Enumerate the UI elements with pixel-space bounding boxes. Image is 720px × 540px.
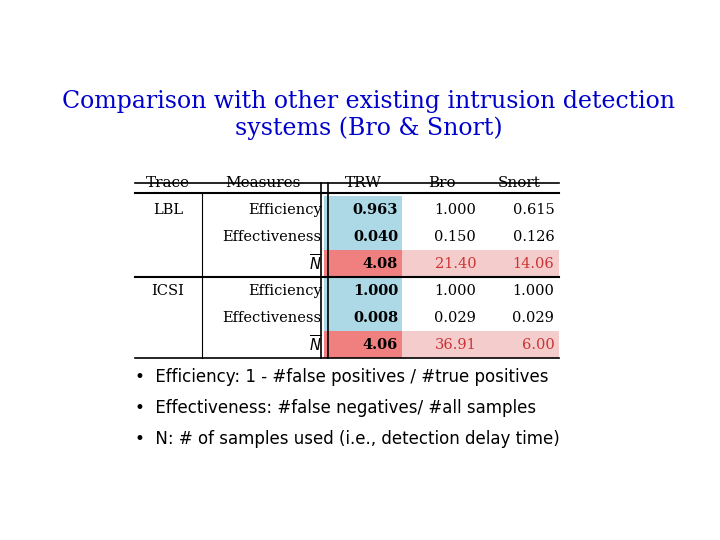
Text: 0.963: 0.963 — [353, 202, 398, 217]
Text: 14.06: 14.06 — [513, 256, 554, 271]
FancyBboxPatch shape — [324, 250, 402, 277]
Text: 4.08: 4.08 — [363, 256, 398, 271]
Text: Bro: Bro — [428, 176, 455, 190]
Text: 0.126: 0.126 — [513, 230, 554, 244]
Text: •  Efficiency: 1 - #false positives / #true positives: • Efficiency: 1 - #false positives / #tr… — [135, 368, 548, 386]
FancyBboxPatch shape — [324, 196, 402, 223]
Text: 21.40: 21.40 — [434, 256, 476, 271]
Text: 0.029: 0.029 — [434, 311, 476, 325]
FancyBboxPatch shape — [324, 305, 402, 332]
Text: Trace: Trace — [146, 176, 190, 190]
Text: 1.000: 1.000 — [434, 202, 476, 217]
FancyBboxPatch shape — [481, 332, 559, 359]
FancyBboxPatch shape — [324, 277, 402, 305]
Text: 0.150: 0.150 — [434, 230, 476, 244]
Text: 1.000: 1.000 — [513, 284, 554, 298]
Text: 4.06: 4.06 — [363, 338, 398, 352]
Text: TRW: TRW — [345, 176, 382, 190]
Text: Measures: Measures — [225, 176, 301, 190]
Text: 1.000: 1.000 — [353, 284, 398, 298]
Text: 0.029: 0.029 — [513, 311, 554, 325]
FancyBboxPatch shape — [324, 223, 402, 250]
Text: $\overline{N}$: $\overline{N}$ — [309, 335, 322, 355]
FancyBboxPatch shape — [324, 332, 402, 359]
Text: Comparison with other existing intrusion detection
systems (Bro & Snort): Comparison with other existing intrusion… — [63, 90, 675, 140]
Text: ICSI: ICSI — [152, 284, 184, 298]
Text: Efficiency: Efficiency — [248, 202, 322, 217]
Text: 36.91: 36.91 — [434, 338, 476, 352]
Text: Effectiveness: Effectiveness — [222, 230, 322, 244]
Text: 6.00: 6.00 — [521, 338, 554, 352]
Text: Effectiveness: Effectiveness — [222, 311, 322, 325]
Text: 0.040: 0.040 — [353, 230, 398, 244]
Text: LBL: LBL — [153, 202, 183, 217]
Text: Snort: Snort — [498, 176, 541, 190]
Text: 0.615: 0.615 — [513, 202, 554, 217]
Text: $\overline{N}$: $\overline{N}$ — [309, 254, 322, 274]
Text: 0.008: 0.008 — [353, 311, 398, 325]
Text: •  Effectiveness: #false negatives/ #all samples: • Effectiveness: #false negatives/ #all … — [135, 399, 536, 417]
FancyBboxPatch shape — [402, 332, 481, 359]
FancyBboxPatch shape — [481, 250, 559, 277]
Text: •  N: # of samples used (i.e., detection delay time): • N: # of samples used (i.e., detection … — [135, 430, 559, 448]
Text: 1.000: 1.000 — [434, 284, 476, 298]
FancyBboxPatch shape — [402, 250, 481, 277]
Text: Efficiency: Efficiency — [248, 284, 322, 298]
